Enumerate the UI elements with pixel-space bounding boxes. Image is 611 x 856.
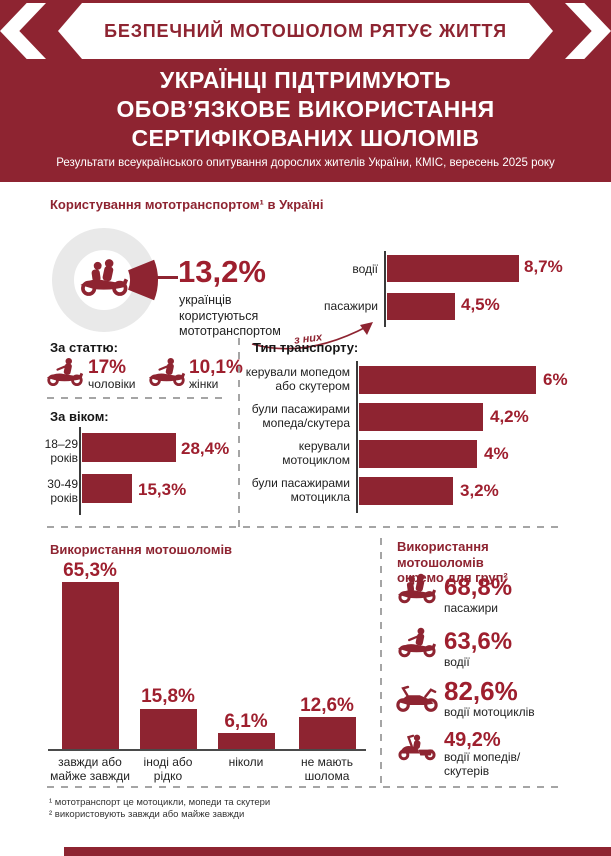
group-label-moped-drivers: водії мопедів/ скутерів [444, 750, 521, 778]
transport-bar-2 [359, 440, 477, 468]
transport-bar-3 [359, 477, 454, 505]
group-label-passengers: пасажири [444, 601, 498, 615]
helmet-value-1: 15,8% [141, 686, 195, 707]
group-value-passengers: 68,8% [444, 574, 513, 601]
helmet-cat-0: завжди або майже завжди [50, 755, 130, 783]
age-heading: За віком: [50, 409, 109, 424]
group-value-motorcycle-drivers: 82,6% [444, 676, 518, 706]
gender-heading: За статтю: [50, 340, 118, 355]
two-riders-motorcycle-icon [80, 259, 129, 296]
age-label-30-49: 30-49 років [47, 477, 78, 505]
transport-axis [356, 361, 358, 513]
helmet-cat-1: іноді або рідко [143, 755, 193, 783]
helmet-bar-3 [299, 716, 356, 749]
footnote-2: ² використовують завжди або майже завжди [49, 809, 245, 820]
transport-value-0: 6% [543, 370, 568, 389]
age-label-18-29: 18–29 років [44, 437, 78, 465]
transport-bar-0 [359, 366, 536, 394]
roles-value-drivers: 8,7% [524, 257, 563, 276]
roles-bar-passengers [387, 293, 456, 320]
helmet-cat-3: не мають шолома [300, 755, 354, 783]
transport-label-3: були пасажирами мотоцикла [251, 476, 350, 504]
roles-bar-drivers [387, 255, 520, 282]
transport-bar-1 [359, 403, 483, 431]
title-line-3: СЕРТИФІКОВАНИХ ШОЛОМІВ [131, 125, 480, 151]
passenger-on-motorcycle-icon [397, 573, 437, 604]
helmet-usage-heading: Використання мотошоломів [50, 542, 233, 557]
helmet-value-2: 6,1% [224, 711, 268, 732]
footnote-1: ¹ мототранспорт це мотоцикли, мопеди та … [49, 797, 271, 808]
helmet-usage-baseline [48, 749, 366, 751]
male-rider-motorcycle-icon [46, 357, 84, 387]
rider-on-motorcycle-icon [397, 627, 437, 658]
age-value-18-29: 28,4% [181, 439, 230, 458]
header-block: БЕЗПЕЧНИЙ МОТОШОЛОМ РЯТУЄ ЖИТТЯ УКРАЇНЦІ… [0, 0, 611, 182]
donut-chart [52, 228, 159, 332]
transport-value-3: 3,2% [460, 481, 499, 500]
transport-label-0: керували мопедом або скутером [245, 365, 350, 393]
usage-section-heading: Користування мототранспортом¹ в Україні [50, 197, 324, 212]
gender-value-men: 17% [88, 357, 127, 378]
motorcycle-icon [396, 685, 438, 712]
transport-value-1: 4,2% [490, 407, 529, 426]
age-value-30-49: 15,3% [138, 480, 187, 499]
group-label-motorcycle-drivers: водії мотоциклів [444, 705, 535, 719]
section-divider [47, 526, 563, 528]
roles-label-passengers: пасажири [324, 299, 378, 313]
roles-value-passengers: 4,5% [461, 295, 500, 314]
female-rider-motorcycle-icon [148, 357, 186, 387]
gender-label-men: чоловіки [88, 377, 136, 391]
helmet-bar-2 [218, 733, 275, 749]
gender-value-women: 10,1% [189, 357, 243, 378]
transport-label-2: керували мотоциклом [282, 439, 350, 467]
group-value-moped-drivers: 49,2% [444, 729, 501, 751]
transport-heading: Тип транспорту: [253, 340, 359, 355]
age-bar-18-29 [82, 433, 176, 462]
middle-vertical-divider [238, 338, 240, 530]
callout-line [152, 276, 178, 279]
helmet-bar-1 [140, 708, 197, 749]
survey-subtitle: Результати всеукраїнського опитування до… [56, 157, 555, 169]
scooter-icon [398, 734, 436, 761]
gender-age-divider [47, 397, 229, 399]
helmet-groups-heading: Використання мотошоломів окремо для груп… [397, 539, 508, 585]
banner-title: БЕЗПЕЧНИЙ МОТОШОЛОМ РЯТУЄ ЖИТТЯ [104, 20, 507, 41]
donut-wedge [128, 259, 159, 301]
helmet-value-3: 12,6% [300, 695, 354, 716]
footnote-divider [47, 786, 563, 788]
footer-bar [64, 847, 611, 856]
usage-total-caption: українців користуються мототранспортом [179, 293, 281, 338]
group-label-drivers: водії [444, 655, 470, 669]
gender-label-women: жінки [189, 377, 219, 391]
title-line-2: ОБОВ’ЯЗКОВЕ ВИКОРИСТАННЯ [116, 96, 495, 122]
banner-ribbon: БЕЗПЕЧНИЙ МОТОШОЛОМ РЯТУЄ ЖИТТЯ [58, 3, 553, 59]
transport-label-1: були пасажирами мопеда/скутера [251, 402, 350, 430]
page-title: УКРАЇНЦІ ПІДТРИМУЮТЬ ОБОВ’ЯЗКОВЕ ВИКОРИС… [0, 66, 611, 153]
helmet-value-0: 65,3% [63, 560, 117, 581]
curved-arrow-icon [251, 322, 373, 350]
helmet-bar-0 [62, 581, 119, 749]
age-axis [79, 427, 81, 515]
group-value-drivers: 63,6% [444, 628, 513, 655]
bottom-vertical-divider [380, 538, 382, 788]
title-line-1: УКРАЇНЦІ ПІДТРИМУЮТЬ [159, 67, 452, 93]
usage-total-value: 13,2% [178, 254, 266, 289]
roles-axis [384, 251, 386, 327]
age-bar-30-49 [82, 474, 133, 503]
helmet-cat-2: ніколи [228, 755, 264, 769]
right-chevron-icon [565, 3, 611, 59]
left-chevron-icon [0, 3, 46, 59]
roles-label-drivers: водії [352, 262, 378, 276]
transport-value-2: 4% [484, 444, 509, 463]
